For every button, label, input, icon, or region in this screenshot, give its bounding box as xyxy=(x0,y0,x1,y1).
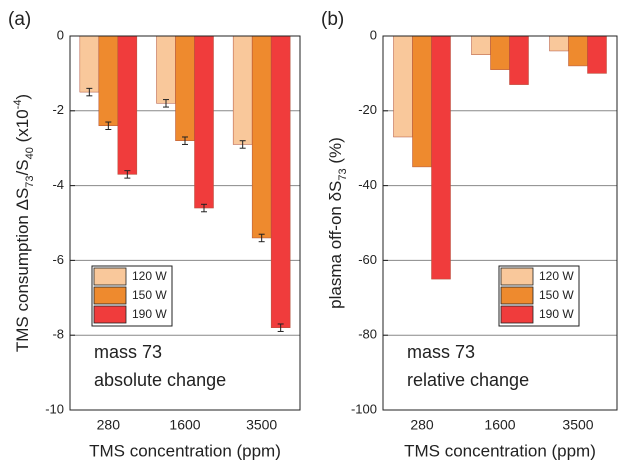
y-tick-label: -40 xyxy=(358,177,377,192)
annotation: mass 73 xyxy=(94,342,162,362)
x-axis-label: TMS concentration (ppm) xyxy=(89,441,281,460)
y-tick-label: -60 xyxy=(358,252,377,267)
y-axis-label-part: (%) xyxy=(326,137,345,168)
plot-frame xyxy=(69,35,301,411)
bar xyxy=(270,35,291,328)
y-axis-label: plasma off-on δS73 (%) xyxy=(326,137,348,309)
error-bar xyxy=(201,203,207,213)
annotation: mass 73 xyxy=(407,342,475,362)
y-tick-label: -100 xyxy=(351,401,377,416)
plot-frame xyxy=(382,35,618,411)
y-axis-label-part: TMS consumption ΔS xyxy=(13,188,32,352)
error-bar xyxy=(86,87,93,97)
error-bar xyxy=(163,99,169,108)
y-axis-label: TMS consumption ΔS73/S40 (x10-4) xyxy=(12,94,36,352)
bar xyxy=(431,35,451,280)
error-bar xyxy=(182,136,188,145)
annotation: absolute change xyxy=(94,370,226,390)
bar xyxy=(175,35,195,141)
legend-swatch xyxy=(500,305,534,324)
y-axis-label-part: -4 xyxy=(12,100,24,110)
legend-swatch xyxy=(500,267,534,286)
error-bar xyxy=(105,121,112,130)
x-tick-label: 3500 xyxy=(562,417,593,433)
y-axis-label-part: /S xyxy=(13,159,32,175)
legend-label: 150 W xyxy=(539,288,574,302)
bar xyxy=(79,35,100,93)
legend-swatch xyxy=(93,286,127,305)
annotation: relative change xyxy=(407,370,529,390)
bar xyxy=(194,35,214,209)
x-axis-label: TMS concentration (ppm) xyxy=(404,441,596,460)
bar xyxy=(471,35,491,55)
x-tick-label: 280 xyxy=(97,417,121,433)
legend-swatch xyxy=(500,286,534,305)
y-axis-label-part: plasma off-on δS xyxy=(326,181,345,309)
y-axis-label-part: (x10 xyxy=(13,109,32,147)
x-tick-label: 1600 xyxy=(484,417,515,433)
bar xyxy=(98,35,119,127)
y-axis-label-part: 40 xyxy=(24,147,36,159)
bar xyxy=(549,35,569,52)
bar xyxy=(117,35,138,175)
x-tick-label: 1600 xyxy=(169,417,200,433)
legend-swatch xyxy=(93,305,127,324)
y-tick-label: -2 xyxy=(52,102,64,117)
y-axis-label-part: 73 xyxy=(24,175,36,187)
bar xyxy=(156,35,176,104)
y-tick-label: -20 xyxy=(358,102,377,117)
x-tick-label: 3500 xyxy=(246,417,277,433)
legend-label: 120 W xyxy=(132,269,167,283)
bar xyxy=(490,35,510,70)
error-bar xyxy=(239,140,246,149)
error-bar xyxy=(277,323,284,332)
error-bar xyxy=(124,170,131,179)
y-tick-label: -80 xyxy=(358,327,377,342)
y-axis-label-part: ) xyxy=(13,94,32,100)
bar xyxy=(509,35,529,85)
error-bar xyxy=(258,233,265,243)
legend-label: 190 W xyxy=(539,307,574,321)
bar xyxy=(251,35,272,239)
legend-swatch xyxy=(93,267,127,286)
panel-label: (b) xyxy=(321,9,344,30)
legend-label: 190 W xyxy=(132,307,167,321)
y-tick-label: -8 xyxy=(52,327,64,342)
x-tick-label: 280 xyxy=(410,417,434,433)
legend-label: 150 W xyxy=(132,288,167,302)
bar xyxy=(393,35,413,138)
bar xyxy=(232,35,253,145)
y-tick-label: -4 xyxy=(52,177,64,192)
y-tick-label: 0 xyxy=(57,27,64,42)
bar xyxy=(412,35,432,168)
bar xyxy=(568,35,588,67)
bar xyxy=(587,35,607,74)
legend-label: 120 W xyxy=(539,269,574,283)
y-axis-label-part: 73 xyxy=(337,168,349,180)
y-tick-label: -10 xyxy=(45,401,64,416)
y-tick-label: -6 xyxy=(52,252,64,267)
panel-label: (a) xyxy=(8,9,31,30)
y-tick-label: 0 xyxy=(370,27,377,42)
